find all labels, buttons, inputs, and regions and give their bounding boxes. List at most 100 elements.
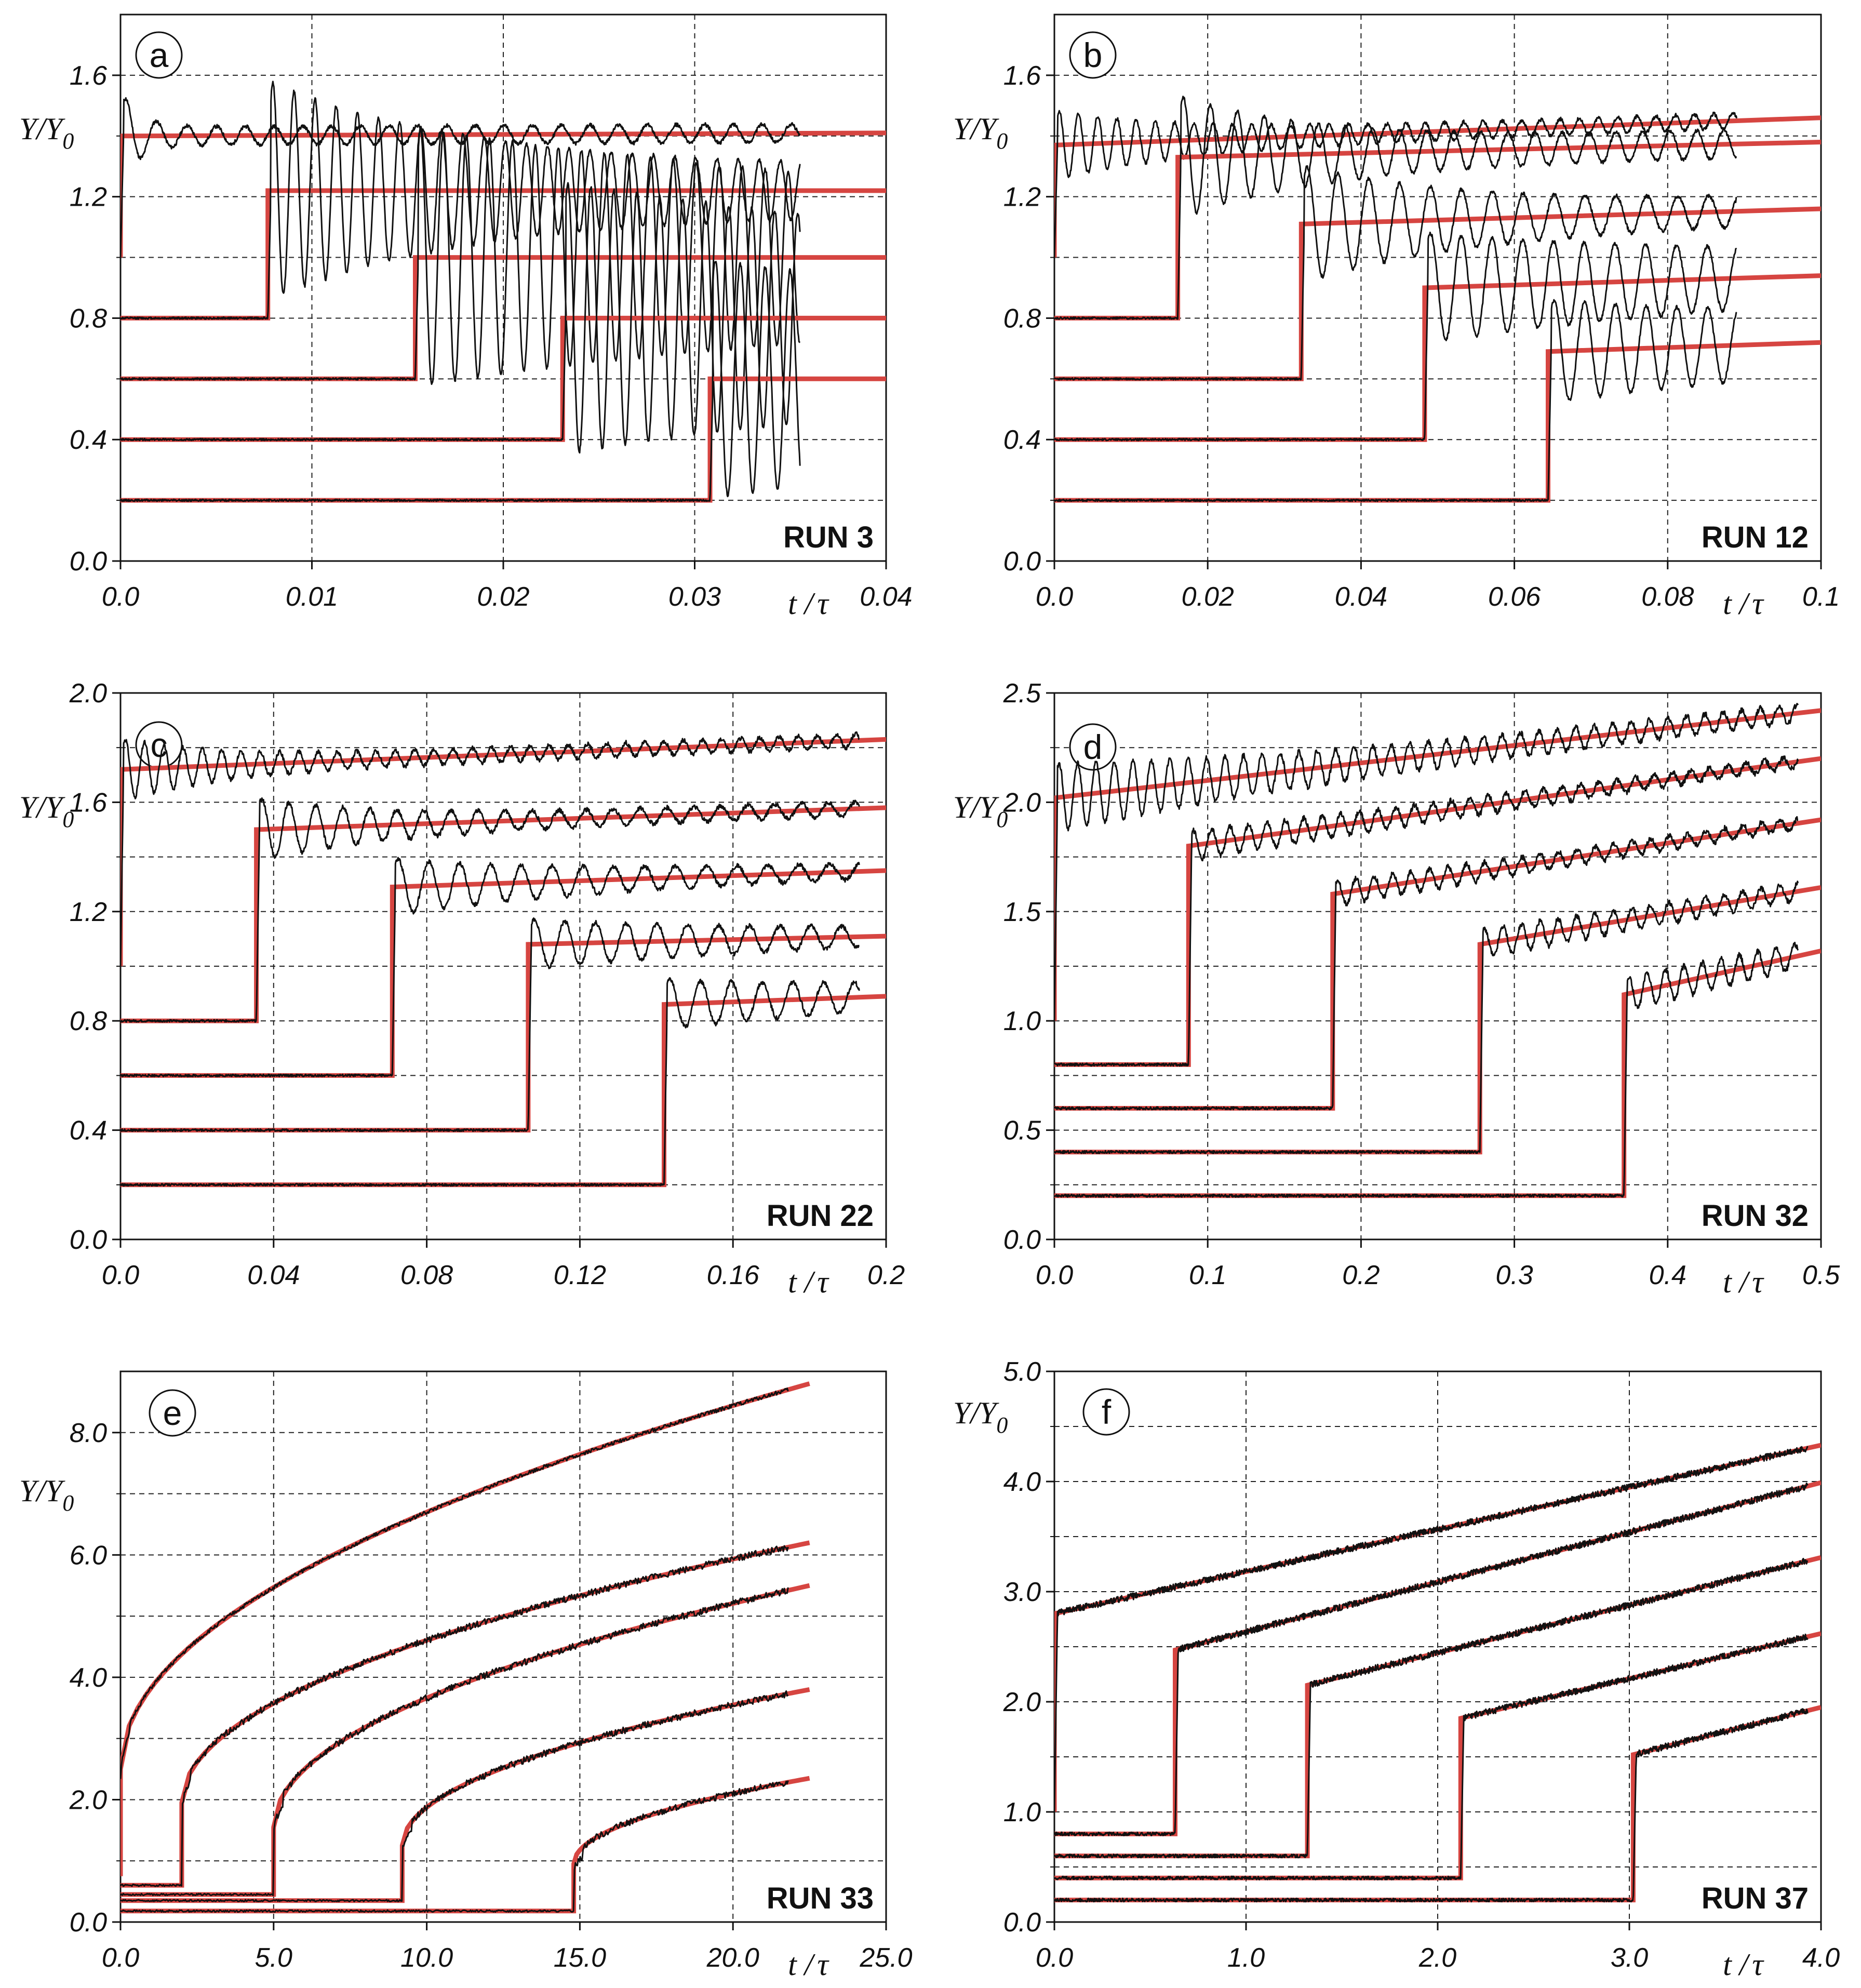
data-line [121,1545,789,1887]
panel-letter-circle [1069,31,1117,79]
run-label: RUN 22 [767,1199,874,1233]
data-line [1054,299,1737,502]
y-tick-label: 4.0 [1003,1467,1041,1497]
y-axis-title: Y/Y0 [19,112,74,154]
x-tick-label: 3.0 [1611,1943,1648,1973]
x-axis-title: t / τ [1723,586,1764,621]
x-tick-label: 4.0 [1802,1943,1840,1973]
y-tick-label: 0.8 [70,303,107,333]
data-line [121,1387,789,1779]
x-axis: 0.0 1.0 2.0 3.0 4.0 [1036,1922,1840,1973]
panel-c: 0.0 0.4 0.8 1.2 1.6 2.0 0.0 0.04 0.08 0.12 0.16 0.2… [19,678,905,1299]
x-tick-label: 0.1 [1189,1260,1226,1290]
x-tick-label: 0.0 [102,1260,139,1290]
data-line [121,1587,789,1897]
data-line [121,1780,789,1913]
model-line [1054,708,1821,1021]
x-axis: 0.0 0.02 0.04 0.06 0.08 0.1 [1036,561,1840,612]
y-axis-title-sub: 0 [996,128,1008,154]
grid-lines [121,693,886,1239]
grid-lines [1054,693,1821,1239]
y-axis-title-sub: 0 [996,807,1008,832]
y-tick-label: 1.2 [70,897,107,927]
data-line [1054,880,1799,1154]
model-line [1054,885,1821,1155]
data-line [121,182,801,454]
y-tick-label: 5.0 [1003,1357,1041,1387]
panel-letter-circle [149,1389,196,1437]
panel-letter: b [1083,36,1103,74]
y-tick-label: 2.5 [1003,678,1041,709]
x-axis: 0.0 0.04 0.08 0.12 0.16 0.2 [102,1239,905,1290]
x-tick-label: 0.5 [1802,1260,1840,1290]
run-label: RUN 12 [1702,521,1809,554]
x-tick-label: 0.02 [477,582,529,612]
data-line [1054,1708,1809,1903]
data-line [1054,816,1799,1111]
data-line [1054,1446,1809,1812]
model-line [121,994,886,1188]
y-tick-label: 0.0 [1003,546,1041,577]
panel-letter: e [163,1394,182,1432]
x-axis-title: t / τ [1723,1265,1764,1299]
model-line [121,933,886,1133]
y-tick-label: 3.0 [1003,1577,1041,1607]
x-tick-label: 1.0 [1227,1943,1265,1973]
y-tick-label: 1.2 [70,182,107,212]
x-tick-label: 20.0 [706,1943,759,1973]
data-line [1054,231,1737,442]
y-axis: 0.0 0.5 1.0 1.5 2.0 2.5 [1003,678,1054,1255]
y-tick-label: 0.5 [1003,1116,1041,1146]
panels-group: 0.00.40.81.21.60.0 0.01 0.02 0.03 0.04t / τY/… [19,14,1840,1982]
model-line [1054,206,1821,381]
x-axis-title-t: t / [1723,586,1751,621]
grid-lines [121,1371,886,1922]
x-axis-title-tau: τ [817,1265,829,1299]
panel-letter-circle [135,31,183,79]
y-tick-label: 1.5 [1003,897,1041,927]
data-line [1054,96,1737,320]
series-group [1054,1443,1821,1903]
model-line [121,868,886,1078]
data-line [1054,755,1799,1067]
x-tick-label: 0.0 [1036,1943,1073,1973]
x-tick-label: 0.16 [707,1260,759,1290]
x-tick-label: 5.0 [255,1943,292,1973]
run-label: RUN 33 [767,1882,874,1915]
x-tick-label: 0.01 [286,582,338,612]
y-axis: 0.0 0.4 0.8 1.2 1.6 [1003,61,1054,577]
y-tick-label: 4.0 [70,1663,107,1693]
y-tick-label: 0.0 [1003,1907,1041,1938]
x-tick-label: 10.0 [400,1943,453,1973]
x-tick-label: 0.12 [554,1260,606,1290]
y-tick-label: 1.0 [1003,1006,1041,1036]
y-axis-title-main: Y/Y [19,790,65,824]
y-tick-label: 0.4 [70,1116,107,1146]
data-line [1054,165,1737,381]
y-tick-label: 0.8 [70,1006,107,1036]
y-tick-label: 0.0 [1003,1225,1041,1255]
x-tick-label: 25.0 [859,1943,912,1973]
series-group [121,731,886,1188]
data-line [121,128,801,385]
data-line [1054,1633,1809,1880]
model-line [121,1583,810,1897]
x-axis-title-tau: τ [1752,1947,1764,1982]
y-axis: 0.0 0.4 0.8 1.2 1.6 [70,61,121,577]
y-tick-label: 0.0 [70,1907,107,1938]
y-tick-label: 0.0 [70,1225,107,1255]
x-tick-label: 0.0 [1036,582,1073,612]
data-line [121,97,801,258]
data-line [121,857,860,1077]
y-tick-label: 0.8 [1003,303,1041,333]
data-line [121,797,860,1023]
y-axis-title: Y/Y0 [953,1396,1008,1438]
panel-e: 0.0 2.0 4.0 6.0 8.0 0.0 5.0 10.0 15.0 20.0 25.0 t /… [19,1370,913,1982]
y-axis-title-main: Y/Y [19,112,65,146]
y-tick-label: 0.4 [1003,425,1041,455]
x-tick-label: 0.02 [1182,582,1234,612]
x-axis-title-t: t / [1723,1947,1751,1982]
x-tick-label: 0.2 [1342,1260,1380,1290]
y-axis-title-main: Y/Y [19,1474,65,1508]
